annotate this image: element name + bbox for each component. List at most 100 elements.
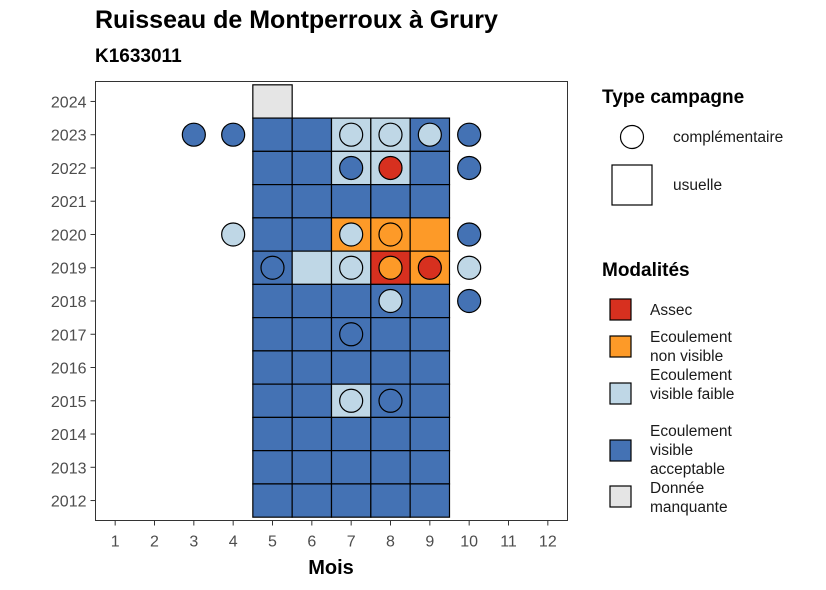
point-2023-9 xyxy=(417,122,442,147)
tile-2016-7 xyxy=(330,350,372,385)
tile-2012-5 xyxy=(252,483,293,518)
tile-2014-7 xyxy=(330,416,372,452)
chart-subtitle: K1633011 xyxy=(95,46,182,67)
point-2022-8 xyxy=(378,155,403,181)
legend-label-faible: Ecoulement visible faible xyxy=(650,367,735,403)
tile-2019-6 xyxy=(291,250,333,285)
tile-2013-6 xyxy=(291,450,333,485)
tile-2016-8 xyxy=(370,350,411,385)
tile-2018-5 xyxy=(252,283,293,319)
y-tick-label: 2012 xyxy=(51,494,87,511)
legend-swatch-manquante xyxy=(609,485,632,508)
tile-2016-9 xyxy=(409,350,451,385)
x-tick-label: 1 xyxy=(111,534,120,551)
tile-2012-9 xyxy=(409,483,451,518)
tile-2024-5 xyxy=(252,84,293,119)
legend-swatch-assec xyxy=(609,298,632,321)
tile-2018-6 xyxy=(291,283,333,319)
point-2020-8 xyxy=(378,222,403,247)
point-2022-7 xyxy=(339,155,364,181)
tile-2021-5 xyxy=(252,183,293,219)
x-tick-label: 7 xyxy=(347,534,356,551)
legend-label-manquante: Donnée manquante xyxy=(650,480,728,516)
x-tick-label: 6 xyxy=(307,534,316,551)
tile-2012-7 xyxy=(330,483,372,518)
tile-2014-9 xyxy=(409,416,451,452)
x-tick-label: 9 xyxy=(425,534,434,551)
point-2023-7 xyxy=(339,122,364,147)
point-2019-9 xyxy=(417,255,442,280)
tile-2016-5 xyxy=(252,350,293,385)
y-axis: 2012 2013 2014 2015 2016 2017 2018 2019 2020 2021… xyxy=(51,94,96,511)
x-tick-label: 3 xyxy=(189,534,198,551)
point-2020-10 xyxy=(457,222,482,247)
tile-2020-6 xyxy=(291,217,333,252)
tile-2017-5 xyxy=(252,317,293,352)
tile-2013-5 xyxy=(252,450,293,485)
legend-swatch-acceptable xyxy=(609,439,632,462)
tile-2014-8 xyxy=(370,416,411,452)
tile-2012-6 xyxy=(291,483,333,518)
tile-2022-9 xyxy=(409,150,451,186)
point-2023-10 xyxy=(457,122,482,147)
legend-modalites-title: Modalités xyxy=(602,260,690,281)
legend-keys xyxy=(609,124,653,508)
tile-2023-6 xyxy=(291,117,333,152)
legend-label-nonvisible: Ecoulement non visible xyxy=(650,329,732,365)
point-2023-4 xyxy=(221,122,246,147)
y-tick-label: 2022 xyxy=(51,161,87,178)
tile-2020-5 xyxy=(252,217,293,252)
legend-label-acceptable: Ecoulement visible acceptable xyxy=(650,423,732,478)
point-2017-7 xyxy=(339,322,364,347)
tile-2023-5 xyxy=(252,117,293,152)
tile-2021-9 xyxy=(409,183,451,219)
chart-title: Ruisseau de Montperroux à Grury xyxy=(95,6,498,34)
point-2018-10 xyxy=(457,288,482,314)
tile-2021-6 xyxy=(291,183,333,219)
y-tick-label: 2023 xyxy=(51,128,87,145)
y-tick-label: 2014 xyxy=(51,427,87,444)
tile-2018-7 xyxy=(330,283,372,319)
y-tick-label: 2020 xyxy=(51,227,87,244)
point-2019-7 xyxy=(339,255,364,280)
x-tick-label: 11 xyxy=(500,534,517,551)
x-axis-title: Mois xyxy=(308,557,354,579)
legend-swatch-faible xyxy=(609,382,632,405)
tile-2018-9 xyxy=(409,283,451,319)
legend-type-title: Type campagne xyxy=(602,87,745,108)
tile-2015-9 xyxy=(409,383,451,419)
tile-2015-5 xyxy=(252,383,293,419)
point-2023-3 xyxy=(181,122,206,147)
tile-2013-7 xyxy=(330,450,372,485)
tile-2014-6 xyxy=(291,416,333,452)
tile-2022-5 xyxy=(252,150,293,186)
tile-2017-8 xyxy=(370,317,411,352)
legend-type-label-complementaire: complémentaire xyxy=(673,129,784,146)
tile-2017-9 xyxy=(409,317,451,352)
x-tick-label: 5 xyxy=(268,534,277,551)
point-2019-10 xyxy=(457,255,482,280)
tile-2020-9 xyxy=(409,217,451,252)
x-tick-label: 8 xyxy=(386,534,395,551)
x-tick-label: 4 xyxy=(229,534,238,551)
point-2018-8 xyxy=(378,288,403,314)
y-tick-label: 2018 xyxy=(51,294,87,311)
point-2020-4 xyxy=(221,222,246,247)
y-tick-label: 2013 xyxy=(51,460,87,477)
tiles-layer xyxy=(252,84,451,518)
x-tick-label: 12 xyxy=(539,534,557,551)
point-2015-8 xyxy=(378,388,403,413)
tile-2013-9 xyxy=(409,450,451,485)
legend-swatch-nonvisible xyxy=(609,335,632,358)
y-tick-label: 2015 xyxy=(51,394,87,411)
point-2022-10 xyxy=(457,155,482,181)
tile-2012-8 xyxy=(370,483,411,518)
legend-square-icon xyxy=(611,164,653,206)
y-tick-label: 2024 xyxy=(51,94,87,111)
point-2019-5 xyxy=(260,255,285,280)
legend-type-label-usuelle: usuelle xyxy=(673,177,723,194)
point-2020-7 xyxy=(339,222,364,247)
tile-2022-6 xyxy=(291,150,333,186)
tile-2013-8 xyxy=(370,450,411,485)
